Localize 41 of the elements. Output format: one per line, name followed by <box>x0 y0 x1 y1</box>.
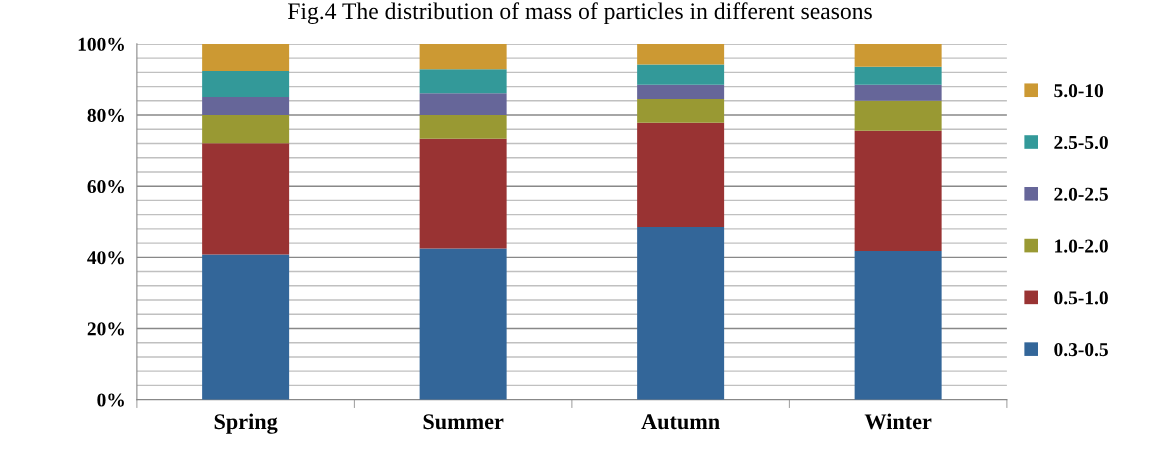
bar <box>637 99 725 123</box>
chart-title: Fig.4 The distribution of mass of particles in different seasons <box>287 2 872 25</box>
bar <box>637 122 725 228</box>
bar <box>854 250 942 400</box>
bar <box>419 248 507 400</box>
bar <box>419 115 507 139</box>
bar <box>854 43 942 67</box>
bar <box>637 227 725 400</box>
bar <box>419 69 507 94</box>
bar <box>202 70 290 97</box>
bar <box>202 43 290 71</box>
bar <box>637 64 725 85</box>
bar <box>202 143 290 255</box>
y-tick-label: 100% <box>78 37 124 51</box>
legend-label: 1.0-2.0 <box>1055 239 1108 253</box>
y-tick-label: 20% <box>87 322 124 336</box>
legend-label: 2.0-2.5 <box>1054 187 1108 201</box>
bar <box>419 138 507 249</box>
bar <box>419 93 507 116</box>
y-tick-label: 80% <box>87 108 124 123</box>
bar <box>202 254 290 400</box>
legend-label: 0.3-0.5 <box>1054 343 1108 357</box>
bar <box>854 84 942 101</box>
bar <box>854 66 942 85</box>
bar <box>854 130 942 251</box>
x-tick-label: Summer <box>423 414 504 430</box>
bar <box>854 100 942 131</box>
bar <box>637 84 725 100</box>
bar <box>202 96 290 116</box>
legend-label: 0.5-1.0 <box>1054 291 1108 305</box>
x-tick-label: Winter <box>864 413 932 430</box>
bar <box>419 43 507 70</box>
bar <box>637 43 725 65</box>
y-tick-label: 0% <box>97 393 124 407</box>
x-tick-label: Autumn <box>641 414 720 430</box>
legend-label: 5.0-10 <box>1054 84 1104 98</box>
y-tick-label: 60% <box>87 180 124 194</box>
bar <box>202 115 290 144</box>
x-tick-label: Spring <box>214 413 278 434</box>
legend-label: 2.5-5.0 <box>1054 135 1108 150</box>
y-tick-label: 40% <box>87 251 124 265</box>
